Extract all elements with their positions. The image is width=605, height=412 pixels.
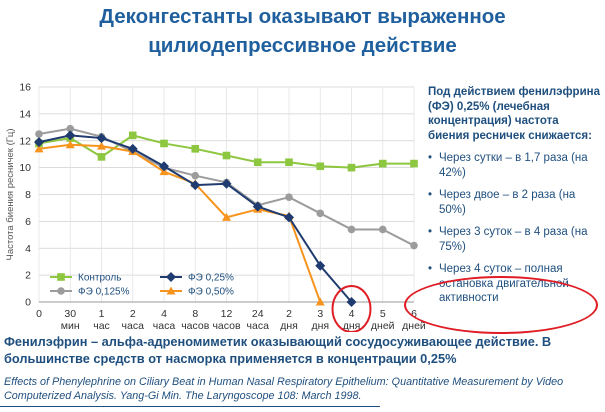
- x-tick-sublabel: дней: [402, 320, 425, 332]
- legend-label-fe-0-50: ФЭ 0,50%: [188, 287, 234, 298]
- x-tick-label: 3: [317, 308, 323, 320]
- data-point-fe-0-25: [127, 143, 138, 154]
- citation-underline: [0, 406, 380, 407]
- data-point-fe-0-125: [191, 171, 200, 180]
- data-point-fe-0-50: [315, 297, 325, 306]
- y-tick-label: 16: [19, 82, 31, 94]
- x-tick-label: 4: [161, 308, 167, 320]
- bullet-day-3: Через 3 суток – в 4 раза (на 75%): [428, 225, 603, 254]
- x-tick-label: 24: [252, 308, 264, 320]
- x-tick-label: 12: [221, 308, 233, 320]
- y-tick-label: 6: [25, 216, 31, 228]
- data-point-fe-0-125: [347, 225, 356, 234]
- title-line-1: Деконгестанты оказывают выраженное: [99, 5, 506, 28]
- x-tick-sublabel: часов: [181, 320, 210, 332]
- x-tick-sublabel: час: [93, 320, 110, 332]
- title-line-2: цилиодепрессивное действие: [148, 34, 457, 57]
- data-point-fe-0-125: [378, 225, 387, 234]
- x-tick-sublabel: дня: [343, 320, 361, 332]
- data-point-fe-0-25: [159, 161, 169, 172]
- data-point-fe-0-25: [315, 260, 326, 271]
- y-tick-label: 0: [25, 297, 31, 309]
- x-tick-sublabel: дня: [311, 320, 329, 332]
- bullet-day-1: Через сутки – в 1,7 раза (на 42%): [428, 151, 603, 180]
- y-tick-label: 14: [19, 108, 31, 120]
- data-point-fe-0-25: [190, 180, 201, 191]
- data-point-control: [347, 163, 356, 172]
- data-point-fe-0-25: [252, 201, 263, 212]
- data-point-control: [410, 159, 418, 168]
- data-point-fe-0-25: [96, 133, 107, 144]
- data-point-fe-0-25: [221, 178, 232, 189]
- data-point-fe-0-50: [34, 144, 44, 153]
- y-tick-label: 10: [19, 162, 31, 174]
- x-tick-label: 30: [64, 308, 76, 320]
- slide-title: Деконгестанты оказывают выраженное цилио…: [0, 2, 605, 60]
- x-tick-sublabel: часа: [122, 320, 145, 332]
- y-tick-label: 2: [25, 270, 31, 282]
- legend-marker-fe-0-25: [166, 272, 176, 282]
- x-tick-sublabel: часа: [153, 320, 176, 332]
- data-point-control: [316, 162, 325, 171]
- data-point-control: [160, 139, 168, 148]
- data-point-control: [285, 158, 293, 167]
- x-tick-label: 2: [286, 308, 292, 320]
- data-point-control: [128, 131, 137, 140]
- legend-marker-control: [57, 273, 65, 281]
- data-point-control: [222, 151, 231, 160]
- y-tick-label: 8: [25, 189, 31, 201]
- y-tick-label: 4: [25, 243, 31, 255]
- x-tick-sublabel: мин: [61, 320, 80, 332]
- x-tick-label: 1: [99, 308, 105, 320]
- data-point-fe-0-25: [65, 130, 76, 141]
- data-point-fe-0-25: [284, 212, 294, 223]
- cilia-frequency-chart: Частота биения ресничек (Гц)024681012141…: [5, 82, 425, 332]
- x-tick-sublabel: часов: [212, 320, 241, 332]
- data-point-fe-0-125: [410, 241, 418, 250]
- x-tick-label: 8: [192, 308, 198, 320]
- footer-statement: Фенилэфрин – альфа-адреномиметик оказыва…: [4, 334, 552, 366]
- x-tick-label: 4: [349, 308, 355, 320]
- side-intro: Под действием фенилэфрина (ФЭ) 0,25% (ле…: [428, 86, 600, 142]
- data-point-control: [191, 145, 200, 153]
- highlight-oval-day-4: [331, 285, 372, 332]
- data-point-fe-0-125: [35, 130, 43, 138]
- data-point-fe-0-50: [65, 140, 75, 149]
- x-tick-sublabel: часа: [247, 320, 270, 332]
- x-tick-sublabel: дней: [371, 320, 395, 332]
- data-point-control: [97, 153, 106, 161]
- data-point-fe-0-50: [97, 141, 106, 150]
- y-axis-title: Частота биения ресничек (Гц): [5, 128, 16, 260]
- data-point-fe-0-25: [34, 137, 44, 148]
- x-tick-label: 5: [380, 308, 386, 320]
- legend-marker-fe-0-50: [166, 286, 176, 295]
- legend-label-control: Контроль: [78, 273, 121, 284]
- x-tick-label: 2: [130, 308, 136, 320]
- data-point-fe-0-125: [285, 193, 293, 201]
- data-point-fe-0-50: [222, 212, 231, 221]
- data-point-fe-0-125: [66, 124, 75, 133]
- bullet-day-2: Через двое – в 2 раза (на 50%): [428, 188, 603, 217]
- x-tick-sublabel: дня: [280, 320, 298, 332]
- data-point-fe-0-25: [346, 297, 357, 307]
- highlight-oval-text: [404, 276, 598, 334]
- data-point-fe-0-125: [316, 209, 325, 218]
- legend-marker-fe-0-125: [57, 287, 65, 295]
- y-tick-label: 12: [19, 135, 31, 147]
- source-citation: Effects of Phenylephrine on Ciliary Beat…: [4, 376, 564, 402]
- data-point-control: [253, 158, 262, 167]
- legend-label-fe-0-25: ФЭ 0,25%: [188, 273, 234, 284]
- data-point-control: [378, 159, 387, 168]
- legend-label-fe-0-125: ФЭ 0,125%: [78, 287, 130, 298]
- x-tick-label: 0: [36, 308, 42, 320]
